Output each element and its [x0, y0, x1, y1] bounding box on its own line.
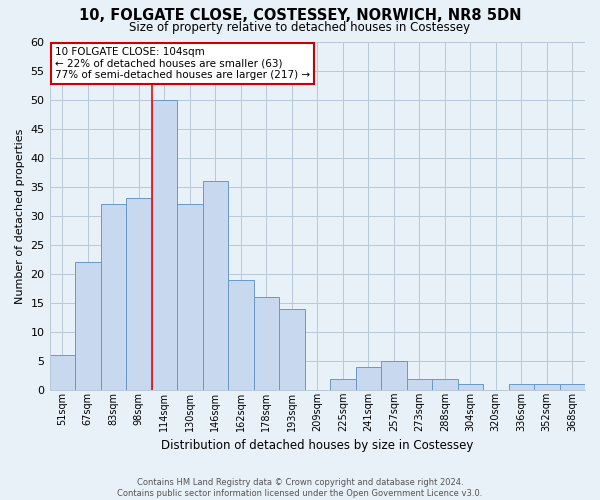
Bar — [534, 384, 560, 390]
Bar — [432, 378, 458, 390]
Bar — [356, 367, 381, 390]
Bar — [458, 384, 483, 390]
Bar — [177, 204, 203, 390]
Bar — [407, 378, 432, 390]
X-axis label: Distribution of detached houses by size in Costessey: Distribution of detached houses by size … — [161, 440, 473, 452]
Bar — [75, 262, 101, 390]
Text: Contains HM Land Registry data © Crown copyright and database right 2024.
Contai: Contains HM Land Registry data © Crown c… — [118, 478, 482, 498]
Bar — [126, 198, 152, 390]
Text: 10 FOLGATE CLOSE: 104sqm
← 22% of detached houses are smaller (63)
77% of semi-d: 10 FOLGATE CLOSE: 104sqm ← 22% of detach… — [55, 46, 310, 80]
Bar — [152, 100, 177, 391]
Bar — [228, 280, 254, 390]
Bar — [509, 384, 534, 390]
Text: 10, FOLGATE CLOSE, COSTESSEY, NORWICH, NR8 5DN: 10, FOLGATE CLOSE, COSTESSEY, NORWICH, N… — [79, 8, 521, 22]
Bar — [203, 181, 228, 390]
Bar — [279, 309, 305, 390]
Bar — [381, 361, 407, 390]
Text: Size of property relative to detached houses in Costessey: Size of property relative to detached ho… — [130, 21, 470, 34]
Y-axis label: Number of detached properties: Number of detached properties — [15, 128, 25, 304]
Bar — [330, 378, 356, 390]
Bar — [560, 384, 585, 390]
Bar — [50, 356, 75, 390]
Bar — [254, 298, 279, 390]
Bar — [101, 204, 126, 390]
